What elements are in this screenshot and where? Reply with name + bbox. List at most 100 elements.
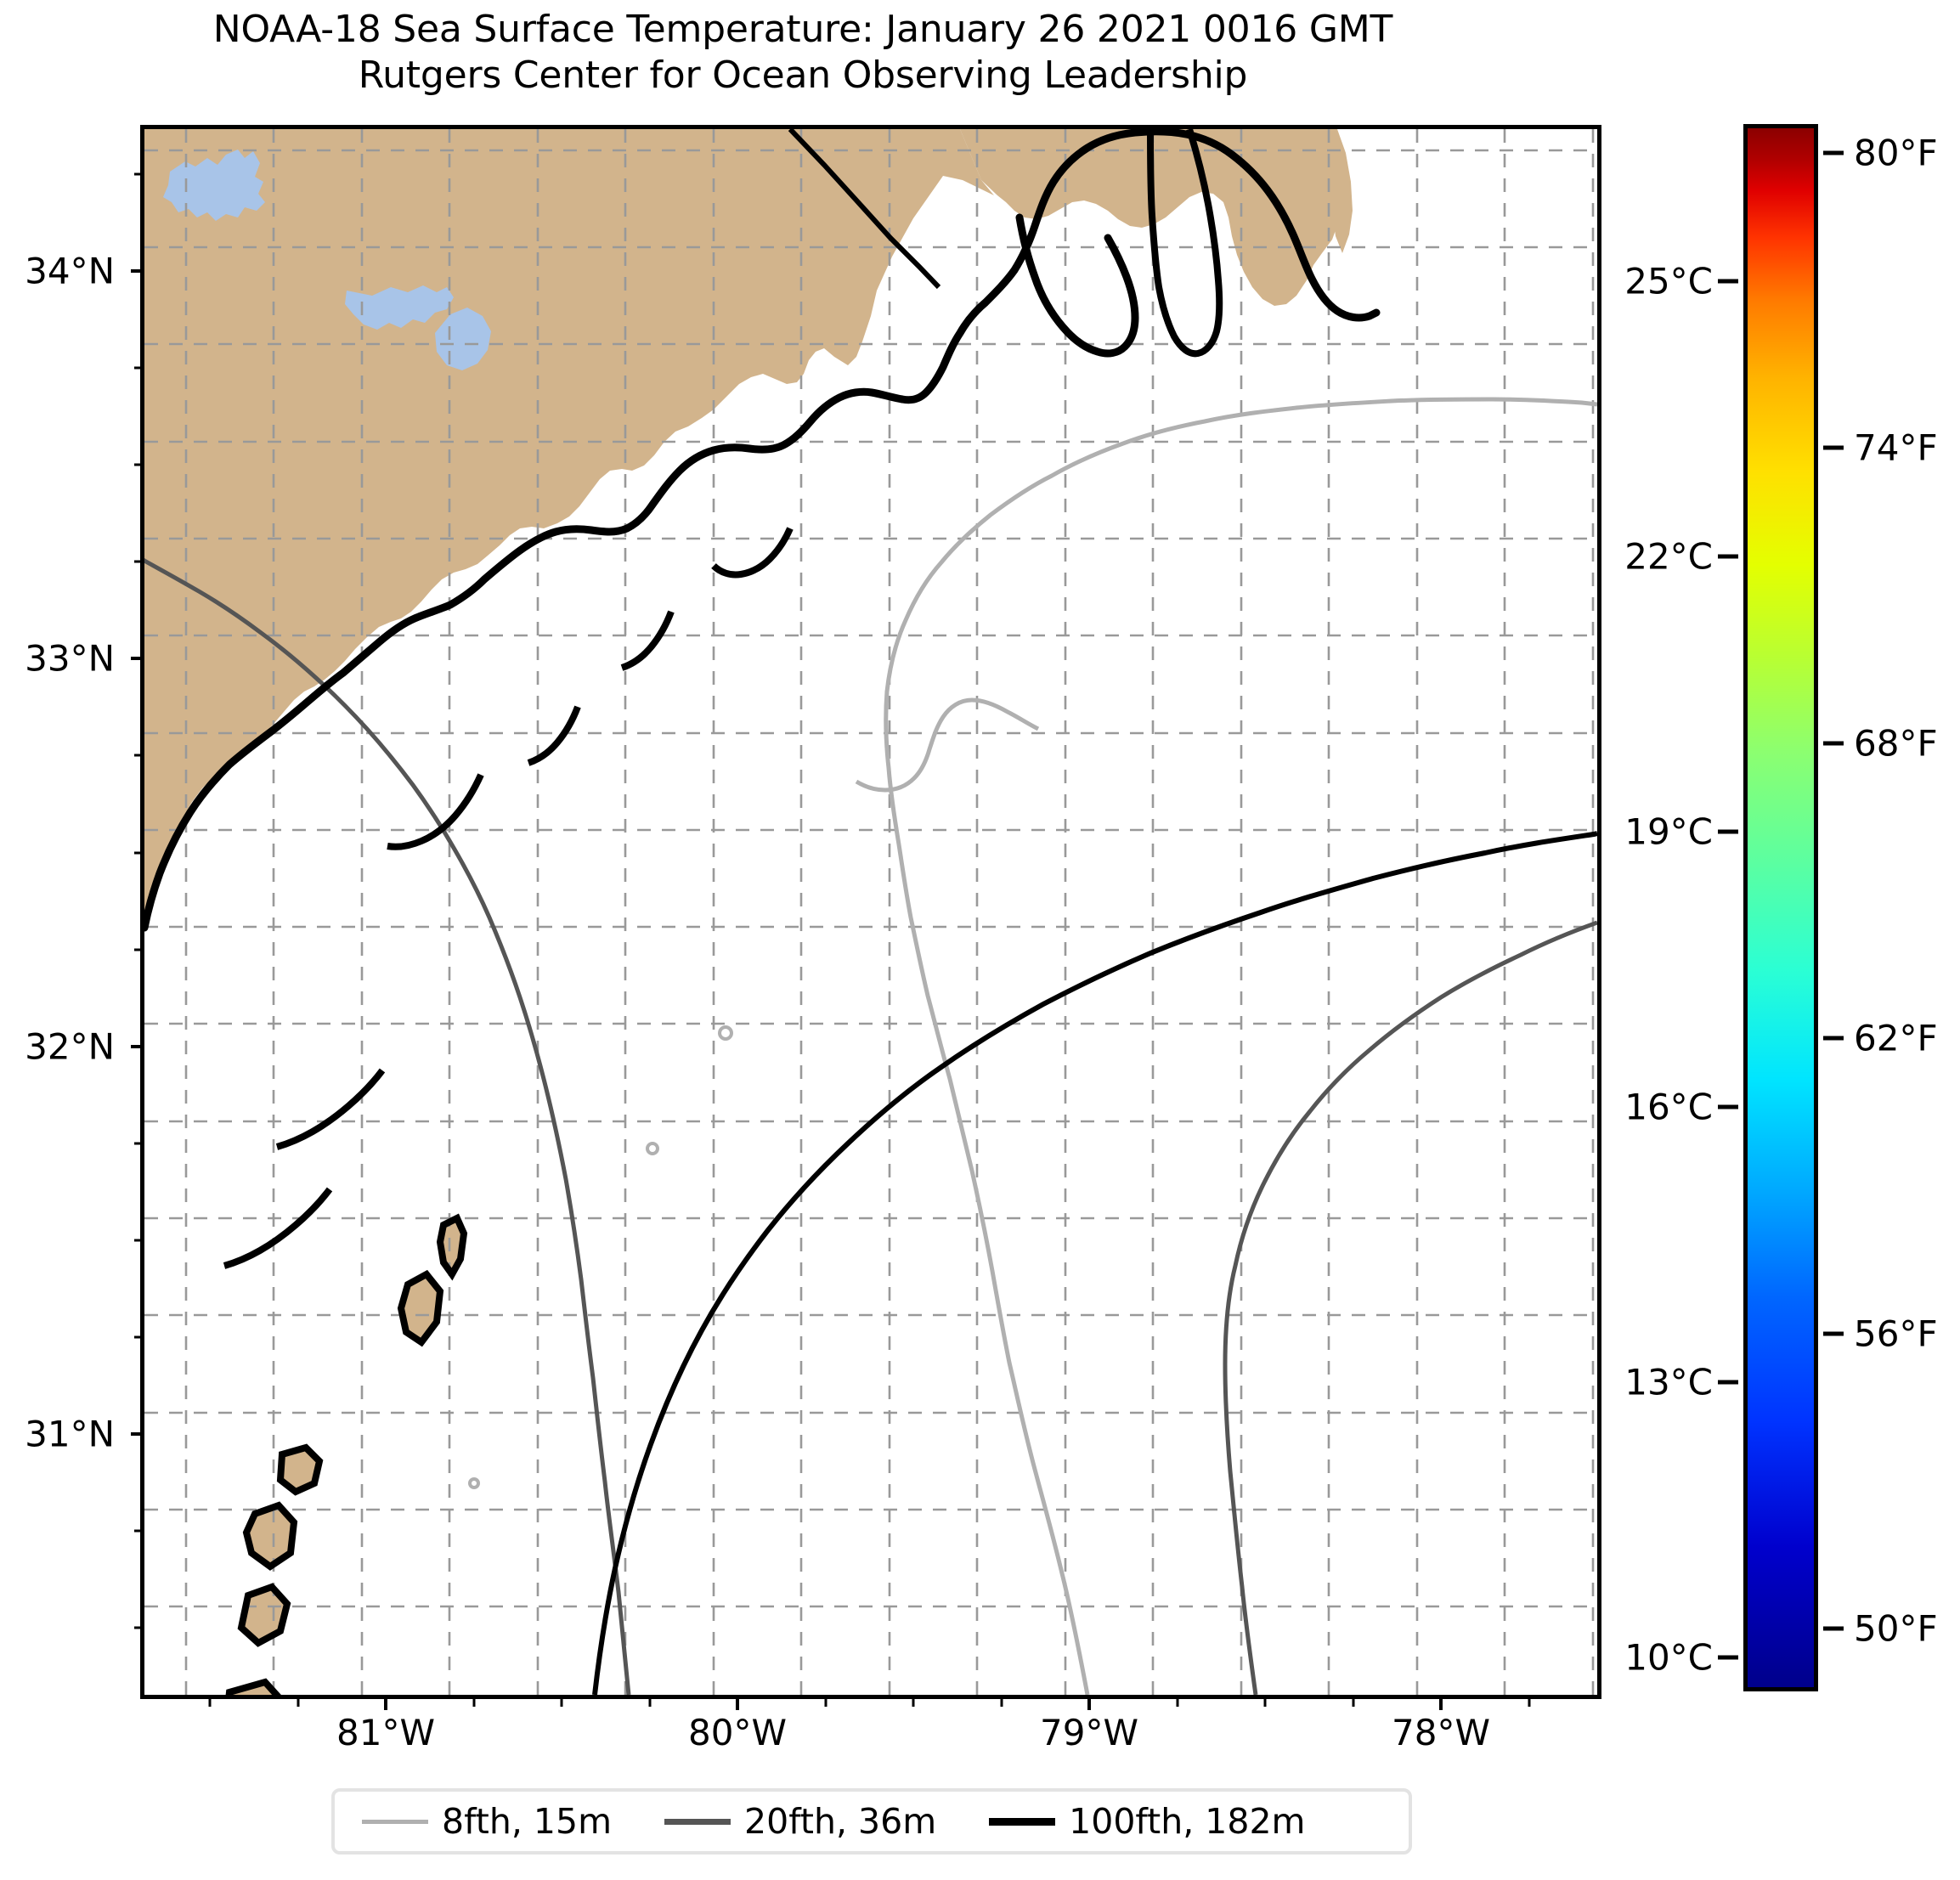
x-tick-80w: [736, 1699, 739, 1710]
x-tick-minor: [1176, 1699, 1179, 1707]
y-tick-34: [131, 269, 142, 273]
y-axis-label-31: 31°N: [25, 1413, 115, 1455]
colorbar-tick-25c: [1718, 279, 1738, 284]
coastline-outer-banks: [1147, 129, 1223, 358]
coastline-small-island-6: [225, 1678, 281, 1695]
y-tick-minor: [134, 851, 142, 855]
y-tick-31: [131, 1432, 142, 1436]
colorbar-label-16c: 16°C: [1624, 1086, 1713, 1128]
y-tick-minor: [134, 1626, 142, 1629]
coastline-inlet-detail-3: [527, 705, 581, 766]
y-tick-32: [131, 1045, 142, 1048]
colorbar-label-74f: 74°F: [1854, 426, 1938, 469]
coastline-small-island-2: [397, 1269, 444, 1347]
colorbar-label-56f: 56°F: [1854, 1313, 1938, 1355]
x-tick-minor: [472, 1699, 476, 1707]
land-polygon-barrier-island: [1317, 129, 1353, 253]
coastline-cape-detail: [1015, 213, 1139, 358]
y-axis-label-34: 34°N: [25, 250, 115, 292]
page-subtitle: Rutgers Center for Ocean Observing Leade…: [358, 53, 1248, 97]
colorbar-label-80f: 80°F: [1854, 132, 1938, 174]
colorbar-tick-56f: [1823, 1331, 1844, 1336]
bathymetry-speck-1: [718, 1025, 733, 1041]
colorbar-label-68f: 68°F: [1854, 722, 1938, 765]
x-tick-minor: [560, 1699, 563, 1707]
land-polygon-marsh-island-5: [241, 1587, 287, 1643]
x-tick-minor: [1352, 1699, 1355, 1707]
x-tick-minor: [648, 1699, 652, 1707]
bathymetry-contour-100fth: [592, 831, 1597, 1695]
bathymetry-contour-20fth-ne: [1223, 920, 1597, 1695]
x-axis-label-78w: 78°W: [1392, 1712, 1490, 1753]
colorbar-label-13c: 13°C: [1624, 1361, 1713, 1403]
colorbar-tick-80f: [1823, 150, 1844, 155]
legend-line-8fth: [362, 1819, 428, 1824]
colorbar-label-62f: 62°F: [1854, 1017, 1938, 1059]
x-tick-81w: [384, 1699, 387, 1710]
y-tick-minor: [134, 172, 142, 176]
coastline-main: [144, 129, 1381, 932]
legend-item-20fth[interactable]: 20fth, 36m: [664, 1801, 936, 1842]
y-axis-label-33: 33°N: [25, 637, 115, 680]
land-polygon-marsh-island-3: [280, 1448, 319, 1492]
x-axis-label-79w: 79°W: [1040, 1712, 1138, 1753]
coastline-small-island-5: [237, 1583, 291, 1647]
legend-label-8fth: 8fth, 15m: [442, 1801, 613, 1842]
chart-title-block: NOAA-18 Sea Surface Temperature: January…: [0, 7, 1606, 98]
x-tick-minor: [1000, 1699, 1003, 1707]
coastline-sea-islands: [275, 1068, 386, 1150]
lake-polygon-1: [163, 150, 265, 221]
colorbar-label-19c: 19°C: [1624, 810, 1713, 853]
x-axis-label-81w: 81°W: [336, 1712, 435, 1753]
colorbar-tick-16c: [1718, 1104, 1738, 1109]
y-tick-minor: [134, 1239, 142, 1242]
colorbar-tick-62f: [1823, 1036, 1844, 1041]
x-tick-minor: [912, 1699, 915, 1707]
coastline-inlet-detail-1: [711, 527, 794, 579]
x-tick-78w: [1439, 1699, 1443, 1710]
state-boundary-line: [788, 129, 941, 290]
y-tick-minor: [134, 463, 142, 466]
legend-label-100fth: 100fth, 182m: [1069, 1801, 1306, 1842]
legend-line-100fth: [989, 1817, 1056, 1826]
map-graphics: [144, 129, 1597, 1695]
colorbar-label-50f: 50°F: [1854, 1607, 1938, 1650]
coastline-small-island-4: [242, 1501, 298, 1571]
legend-item-8fth[interactable]: 8fth, 15m: [362, 1801, 612, 1842]
y-tick-minor: [134, 1142, 142, 1145]
lake-polygon-2: [345, 285, 454, 330]
coastline-sound-detail: [387, 773, 484, 850]
colorbar-tick-74f: [1823, 445, 1844, 450]
colorbar-tick-13c: [1718, 1380, 1738, 1385]
colorbar-tick-68f: [1823, 741, 1844, 746]
coastline-inlet-detail-2: [620, 610, 675, 671]
land-polygon-marsh-island-4: [246, 1505, 294, 1567]
colorbar-label-10c: 10°C: [1624, 1636, 1713, 1679]
y-tick-minor: [134, 754, 142, 757]
colorbar-tick-10c: [1718, 1655, 1738, 1660]
colorbar-tick-19c: [1718, 829, 1738, 834]
y-tick-minor: [134, 1335, 142, 1339]
legend-line-20fth: [664, 1818, 731, 1825]
y-tick-minor: [134, 560, 142, 563]
x-tick-minor: [208, 1699, 212, 1707]
bathymetry-contour-8fth-detail: [855, 697, 1040, 793]
map-plot-area[interactable]: [140, 125, 1601, 1699]
legend-item-100fth[interactable]: 100fth, 182m: [989, 1801, 1305, 1842]
colorbar[interactable]: [1743, 124, 1818, 1691]
y-axis-label-32: 32°N: [25, 1025, 115, 1068]
bathymetry-speck-2: [646, 1142, 659, 1155]
coastline-small-island-3: [276, 1443, 324, 1496]
colorbar-tick-50f: [1823, 1626, 1844, 1631]
legend-label-20fth: 20fth, 36m: [744, 1801, 937, 1842]
colorbar-label-25c: 25°C: [1624, 260, 1713, 302]
x-axis-label-80w: 80°W: [688, 1712, 787, 1753]
bathymetry-contour-20fth: [144, 558, 631, 1695]
land-polygon-coastal-plain: [144, 129, 994, 928]
colorbar-tick-22c: [1718, 554, 1738, 559]
page-title: NOAA-18 Sea Surface Temperature: January…: [212, 8, 1393, 51]
coastline-small-island-1: [436, 1213, 468, 1281]
map-clip: [144, 129, 1597, 1695]
bathymetry-legend[interactable]: 8fth, 15m 20fth, 36m 100fth, 182m: [331, 1788, 1412, 1855]
bathymetry-contour-8fth: [884, 397, 1597, 1695]
